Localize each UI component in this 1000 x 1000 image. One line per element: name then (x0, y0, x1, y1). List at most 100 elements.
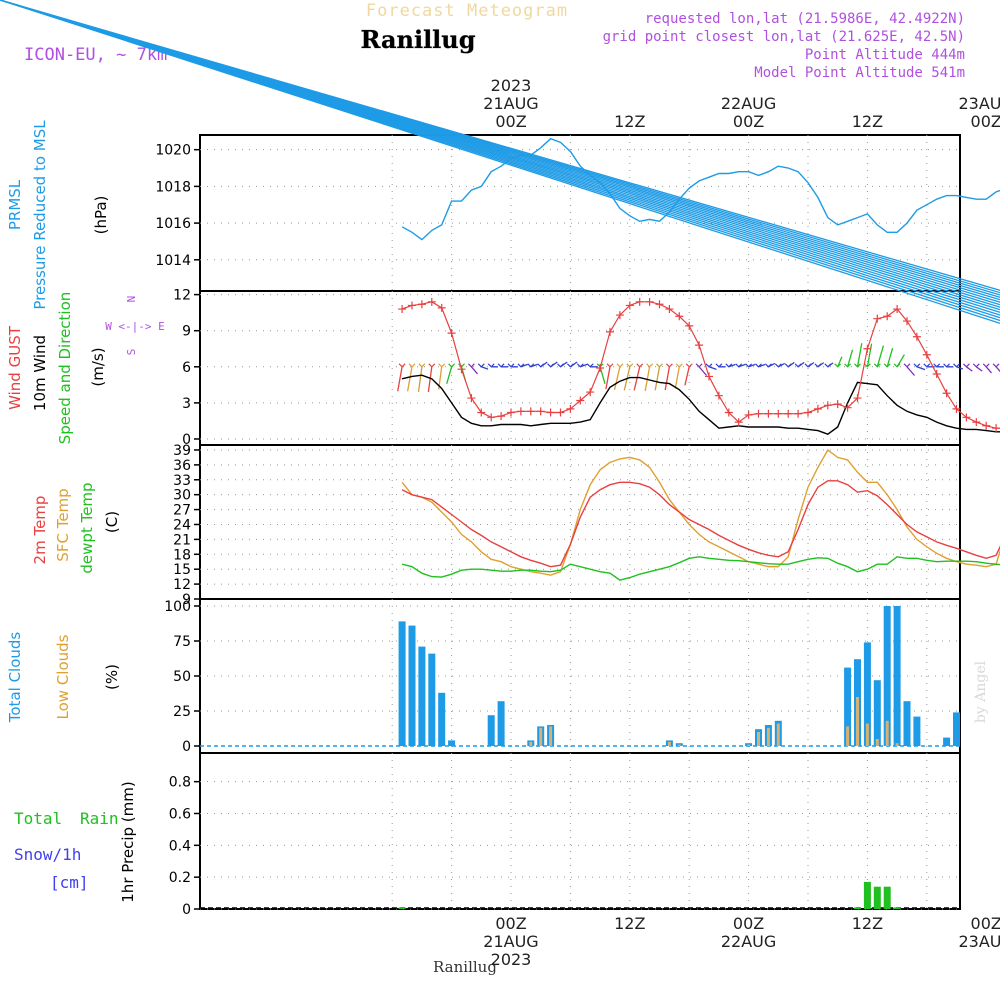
low-cloud-bar (846, 726, 850, 746)
panel-frame (199, 444, 961, 600)
wind-barb-head (794, 363, 802, 368)
wind-barb (664, 366, 671, 391)
y-tick-label: 6 (182, 360, 191, 376)
wind-barb-head (586, 363, 594, 368)
gust-marker (566, 404, 575, 413)
wind-barb-head (527, 363, 535, 368)
gust-marker (536, 407, 545, 416)
y-tick-label: 39 (173, 443, 191, 459)
gust-marker (665, 305, 674, 314)
wind10m-line (401, 374, 1000, 435)
wind-barb (427, 366, 433, 392)
precip-titles: Total Rain Snow/1h [cm] 1hr Precip (mm) (14, 781, 137, 902)
wind-barb-head (626, 363, 634, 368)
gust-marker (655, 300, 664, 309)
wind-barb-head (953, 363, 960, 368)
model-altitude: Model Point Altitude 541m (754, 65, 965, 81)
total-cloud-bar (883, 606, 891, 746)
wind-barb (470, 366, 478, 375)
low-cloud-bar (856, 697, 859, 746)
wind-barb-head (408, 363, 416, 368)
wind-barb-head (804, 363, 812, 368)
wind-barb (613, 366, 621, 390)
gust-marker (487, 413, 496, 422)
wind-barb (633, 366, 641, 391)
total-cloud-bar (438, 692, 446, 746)
gust-marker (833, 400, 842, 409)
wind-title-dir: Speed and Direction (56, 292, 74, 445)
gust-marker (734, 418, 743, 427)
time-axis-bottom: 00Z21AUG202312Z00Z22AUG12Z00Z23AUG12Z (483, 914, 1000, 969)
total-cloud-bar (953, 712, 960, 746)
wind-barb-head (903, 363, 911, 368)
gust-marker (437, 303, 446, 312)
pressure-title-msl: Pressure Reduced to MSL (31, 120, 49, 310)
wind-barb-head (477, 363, 485, 368)
total-cloud-bar (893, 606, 901, 746)
wind-barb-head (448, 363, 456, 368)
gust-marker (873, 314, 882, 323)
y-tick-label: 1014 (155, 253, 191, 269)
temp2m-line (401, 480, 1000, 568)
low-cloud-bar (776, 723, 780, 746)
y-tick-label: 18 (173, 547, 191, 563)
wind-barb-head (646, 363, 654, 368)
time-label-bottom: 12Z (614, 914, 645, 933)
panel-precip: 0 0.2 0.4 0.6 0.8 (169, 752, 961, 918)
gust-marker (972, 418, 981, 427)
wind-barb-head (784, 363, 792, 368)
credit-text: by Angel (973, 660, 989, 723)
y-tick-label: 50 (173, 669, 191, 685)
wind-barb-head (636, 363, 644, 368)
wind-barb-head (606, 363, 614, 368)
wind-barb-head (764, 363, 772, 368)
y-tick-label: 9 (182, 592, 191, 608)
wind-barb-head (992, 363, 1000, 368)
wind-barb-head (962, 363, 970, 368)
pressure-ylabel: (hPa) (92, 196, 110, 235)
rain-bar (883, 886, 891, 909)
gust-marker (893, 305, 902, 314)
total-cloud-bar (418, 646, 426, 746)
dewpt-line (401, 556, 1000, 581)
gust-marker (447, 329, 456, 338)
gust-marker (724, 408, 733, 417)
wind-barb-head (755, 363, 762, 368)
low-cloud-bar (895, 743, 899, 746)
low-cloud-bar (549, 726, 553, 746)
panel-frame (199, 134, 961, 292)
gust-marker (962, 413, 971, 422)
wind-title-10m: 10m Wind (31, 335, 49, 411)
wind-barb-head (418, 363, 426, 368)
gust-marker (417, 300, 426, 309)
gust-marker (497, 412, 506, 421)
total-cloud-bar (408, 625, 416, 746)
y-tick-label: 12 (173, 577, 191, 593)
gust-marker (863, 344, 872, 353)
wind-barb (856, 343, 863, 367)
gust-marker (556, 408, 565, 417)
time-label-bottom: 23AUG (958, 932, 1000, 951)
low-cloud-bar (529, 741, 533, 746)
y-tick-label: 33 (173, 473, 191, 489)
temp-title-dewpt: dewpt Temp (78, 482, 96, 573)
wind-barb-head (517, 363, 525, 368)
wind-barb (956, 366, 964, 370)
y-tick-label: 75 (173, 634, 191, 650)
total-cloud-bar (448, 740, 456, 746)
temperature-titles: 2m Temp SFC Temp dewpt Temp (C) (31, 482, 121, 573)
y-tick-label: 24 (173, 517, 191, 533)
y-tick-label: 9 (182, 324, 191, 340)
y-tick-label: 1018 (155, 179, 191, 195)
gust-marker (685, 321, 694, 330)
wind-barb-head (873, 363, 881, 368)
wind-barb-head (428, 363, 436, 368)
wind-barb (966, 366, 973, 372)
gust-marker (922, 350, 931, 359)
y-tick-label: 0.2 (169, 870, 191, 886)
total-cloud-bar (428, 653, 436, 746)
time-label-top: 21AUG (483, 94, 538, 113)
y-tick-label: 1020 (155, 143, 191, 159)
temp-ylabel: (C) (103, 511, 121, 533)
